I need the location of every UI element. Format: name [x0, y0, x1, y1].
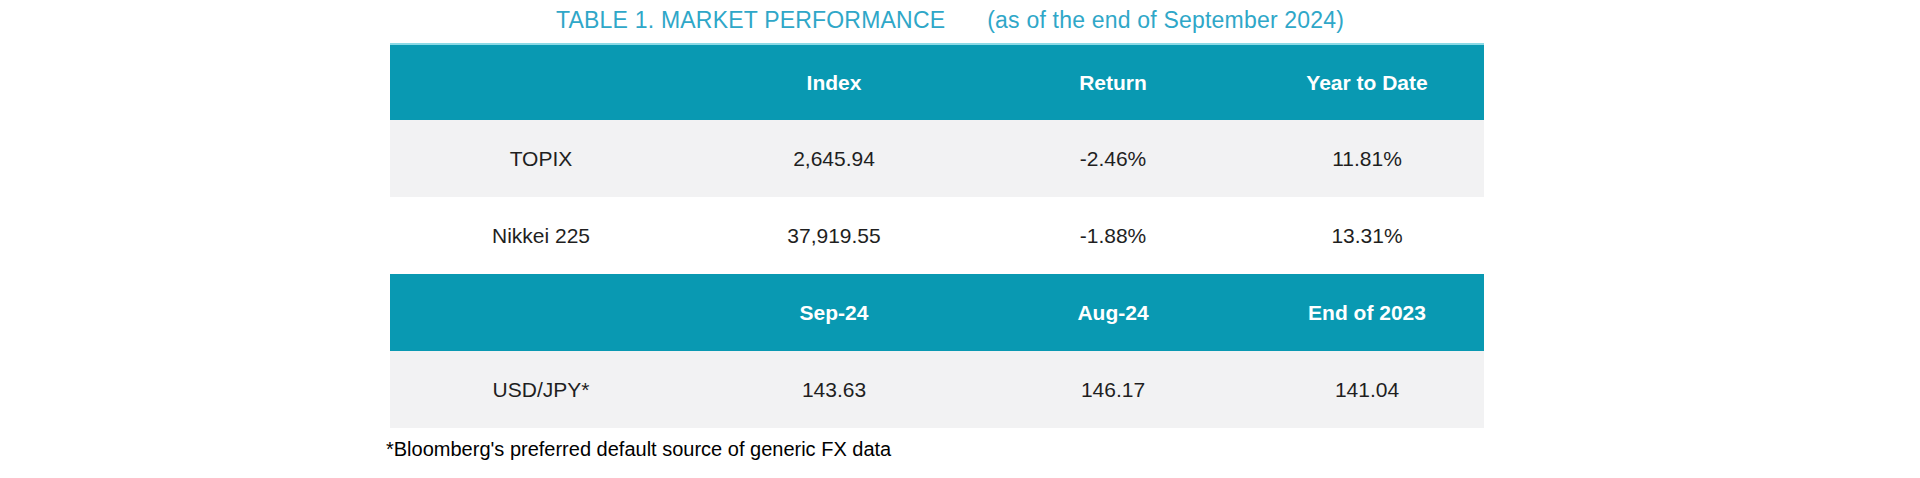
table-row-usdjpy: USD/JPY* 143.63 146.17 141.04: [390, 351, 1484, 428]
nikkei-return-value: -1.88%: [976, 224, 1250, 248]
header-cell-year-to-date: Year to Date: [1250, 71, 1484, 95]
table-title-main: TABLE 1. MARKET PERFORMANCE: [556, 7, 945, 33]
nikkei-ytd-value: 13.31%: [1250, 224, 1484, 248]
market-performance-table: Index Return Year to Date TOPIX 2,645.94…: [390, 43, 1484, 428]
header-cell-aug-24: Aug-24: [976, 301, 1250, 325]
usdjpy-sep24-value: 143.63: [692, 378, 976, 402]
table-title: TABLE 1. MARKET PERFORMANCE (as of the en…: [556, 7, 1344, 34]
table-footnote: *Bloomberg's preferred default source of…: [386, 438, 891, 461]
topix-return-value: -2.46%: [976, 147, 1250, 171]
row-label-nikkei: Nikkei 225: [390, 224, 692, 248]
table-row-nikkei: Nikkei 225 37,919.55 -1.88% 13.31%: [390, 197, 1484, 274]
topix-index-value: 2,645.94: [692, 147, 976, 171]
index-header-row: Index Return Year to Date: [390, 43, 1484, 120]
header-cell-end-of-2023: End of 2023: [1250, 301, 1484, 325]
header-cell-index: Index: [692, 71, 976, 95]
usdjpy-end2023-value: 141.04: [1250, 378, 1484, 402]
topix-ytd-value: 11.81%: [1250, 147, 1484, 171]
header-cell-return: Return: [976, 71, 1250, 95]
table-title-date-note: (as of the end of September 2024): [987, 7, 1344, 33]
usdjpy-aug24-value: 146.17: [976, 378, 1250, 402]
fx-header-row: Sep-24 Aug-24 End of 2023: [390, 274, 1484, 351]
row-label-topix: TOPIX: [390, 147, 692, 171]
market-performance-page: TABLE 1. MARKET PERFORMANCE (as of the en…: [0, 0, 1920, 478]
row-label-usdjpy: USD/JPY*: [390, 378, 692, 402]
nikkei-index-value: 37,919.55: [692, 224, 976, 248]
table-row-topix: TOPIX 2,645.94 -2.46% 11.81%: [390, 120, 1484, 197]
header-cell-sep-24: Sep-24: [692, 301, 976, 325]
